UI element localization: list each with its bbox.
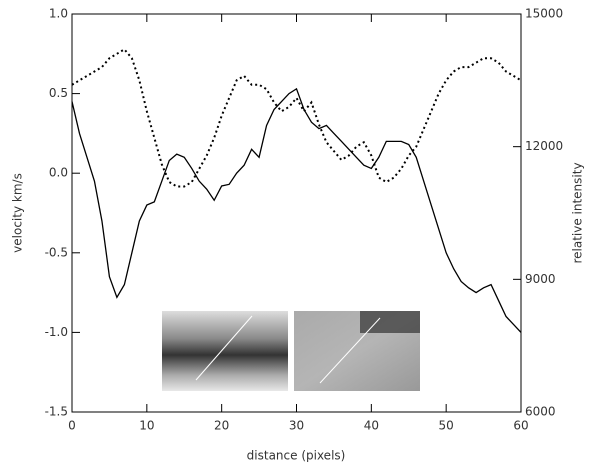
x-tick-label: 50 xyxy=(439,419,454,433)
y2-axis-label: relative intensity xyxy=(571,162,585,263)
x-tick-label: 60 xyxy=(513,419,528,433)
y-tick-label: -1.0 xyxy=(45,325,68,339)
x-axis-label: distance (pixels) xyxy=(247,449,346,463)
x-tick-label: 20 xyxy=(214,419,229,433)
data-line xyxy=(71,87,522,333)
x-tick-label: 40 xyxy=(364,419,379,433)
data-line xyxy=(71,48,522,188)
y-tick-label: 1.0 xyxy=(49,7,68,21)
y-tick-label: -0.5 xyxy=(45,245,68,259)
inset-images xyxy=(162,311,420,391)
y2-tick-label: 15000 xyxy=(525,7,563,21)
y2-tick-label: 9000 xyxy=(525,272,556,286)
x-tick-label: 30 xyxy=(289,419,304,433)
y2-tick-label: 6000 xyxy=(525,405,556,419)
y-tick-label: -1.5 xyxy=(45,405,68,419)
y-axis-label: velocity km/s xyxy=(11,173,25,253)
y2-tick-label: 12000 xyxy=(525,139,563,153)
y-tick-label: 0.0 xyxy=(49,166,68,180)
x-tick-label: 10 xyxy=(139,419,154,433)
x-tick-label: 0 xyxy=(68,419,76,433)
y-tick-label: 0.5 xyxy=(49,86,68,100)
